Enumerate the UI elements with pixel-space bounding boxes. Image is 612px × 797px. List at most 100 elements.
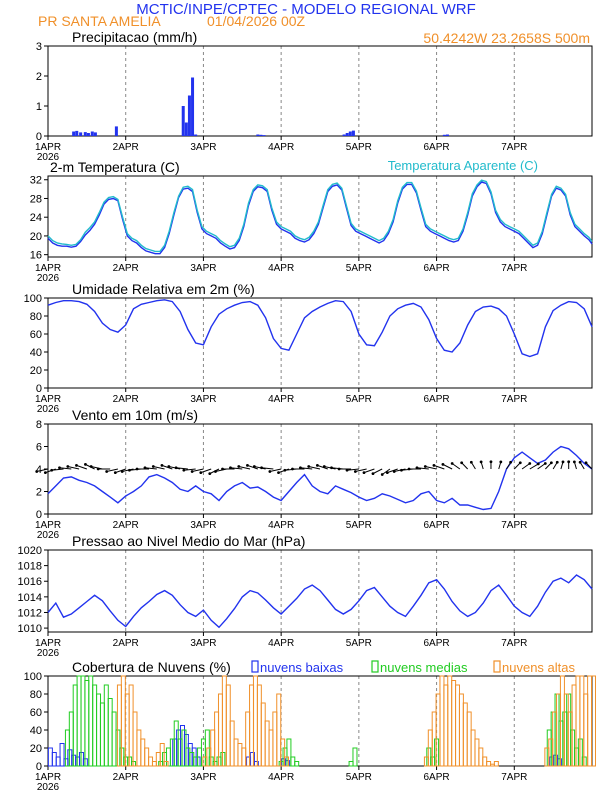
x-year-label: 2026 [37, 152, 60, 163]
legend-label: nuvens baixas [260, 660, 344, 675]
x-tick-label: 7APR [501, 142, 527, 153]
bar-precipitacao [191, 77, 195, 136]
wind-arrow [416, 467, 429, 470]
panel-clouds: 0 20 40 60 80 100 1APR 2APR 3APR 4APR 5APR 6APR 7APR… [24, 659, 596, 793]
y-tick-label: 60 [30, 707, 42, 719]
y-tick-label: 0 [36, 761, 42, 773]
x-tick-label: 2APR [113, 263, 139, 274]
x-tick-label: 6APR [424, 394, 450, 405]
panel-frame [47, 549, 593, 633]
y-tick-label: 32 [30, 175, 42, 187]
y-tick-label: 1016 [18, 576, 42, 588]
bar-nuvens-altas [163, 761, 169, 767]
wind-arrow-head [362, 471, 366, 474]
wind-arrow [247, 464, 258, 470]
wind-arrow-head [322, 465, 326, 468]
y-tick-label: 1012 [18, 607, 42, 619]
x-tick-label: 2APR [113, 394, 139, 405]
x-tick-label: 4APR [268, 520, 294, 531]
wind-arrow-head [489, 460, 493, 464]
wind-arrow-head [268, 470, 272, 473]
bar-nuvens-medias [294, 761, 300, 767]
y-tick-label: 0 [36, 509, 42, 521]
wind-arrow-head [450, 462, 454, 465]
header-datetime: 01/04/2026 00Z [207, 13, 306, 29]
wind-arrow [363, 468, 375, 474]
panel-precip: 0 1 2 3 1APR 2APR 3APR 4APR 5APR 6APR 7APR 2026 Prec… [35, 29, 593, 163]
bar-precipitacao [256, 134, 260, 136]
x-tick-label: 1APR [35, 142, 61, 153]
x-tick-label: 1APR [35, 772, 61, 783]
bar-precipitacao [90, 131, 94, 136]
wind-arrow-head [128, 468, 131, 472]
y-tick-label: 20 [30, 231, 42, 243]
bar-precipitacao [442, 134, 446, 136]
bar-nuvens-altas [591, 675, 596, 767]
x-tick-label: 1APR [35, 520, 61, 531]
legend-swatch [251, 660, 259, 673]
wind-arrow-head [260, 466, 263, 470]
bar-nuvens-altas [493, 761, 499, 767]
x-tick-label: 6APR [424, 263, 450, 274]
y-tick-label: 4 [36, 464, 42, 476]
wind-arrow-head [400, 468, 403, 472]
x-tick-label: 2APR [113, 772, 139, 783]
panel-wind: 0 2 4 6 8 1APR 2APR 3APR 4APR 5APR 6APR 7APR 2026 Ven… [35, 407, 593, 541]
bar-nuvens-altas [159, 743, 165, 767]
wind-arrow-head [299, 466, 302, 470]
panel-frame [47, 175, 593, 258]
wind-arrow-head [307, 465, 311, 468]
y-tick-label: 80 [30, 689, 42, 701]
x-tick-label: 3APR [190, 394, 216, 405]
x-year-label: 2026 [37, 530, 60, 541]
x-tick-label: 7APR [501, 772, 527, 783]
wind-arrow-head [479, 460, 483, 464]
y-tick-label: 3 [36, 41, 42, 53]
bar-precipitacao [259, 134, 263, 136]
x-tick-label: 2APR [113, 520, 139, 531]
x-year-label: 2026 [37, 782, 60, 792]
bar-precipitacao [348, 131, 352, 136]
x-tick-label: 6APR [424, 772, 450, 783]
wind-arrow-head [353, 470, 357, 473]
bar-precipitacao [79, 132, 83, 136]
bar-nuvens-altas [280, 738, 286, 767]
bar-precipitacao [351, 130, 355, 136]
wind-arrow [381, 468, 391, 475]
y-tick-label: 1020 [18, 545, 42, 557]
y-tick-label: 60 [30, 329, 42, 341]
wind-arrow [387, 468, 398, 474]
panel-title: Precipitacao (mm/h) [72, 29, 197, 45]
wind-arrow [521, 463, 531, 470]
panel-rh: 0 20 40 60 80 100 1APR 2APR 3APR 4APR 5APR 6APR 7APR… [24, 281, 593, 415]
wind-arrow-head [135, 467, 139, 471]
panel-title: 2-m Temperatura (C) [50, 159, 180, 175]
y-tick-label: 100 [24, 671, 42, 683]
y-tick-label: 28 [30, 193, 42, 205]
y-tick-label: 1018 [18, 561, 42, 573]
x-tick-label: 2APR [113, 638, 139, 649]
y-tick-label: 100 [24, 293, 42, 305]
x-year-label: 2026 [37, 648, 60, 659]
x-tick-label: 4APR [268, 638, 294, 649]
wind-arrow-head [66, 465, 70, 468]
wind-arrow [200, 468, 212, 474]
panel-title: Umidade Relativa em 2m (%) [72, 281, 255, 297]
wind-arrow-head [174, 466, 178, 470]
header-title: MCTIC/INPE/CPTEC - MODELO REGIONAL WRF [136, 1, 475, 18]
wind-arrow-head [214, 470, 217, 473]
wind-arrow-head [415, 466, 419, 470]
wind-arrow-head [567, 460, 571, 464]
wind-arrow-head [252, 465, 256, 468]
wind-arrow-head [380, 473, 384, 476]
y-tick-label: 80 [30, 311, 42, 323]
panel-title: Cobertura de Nuvens (%) [72, 659, 231, 675]
wind-arrow [537, 463, 546, 470]
wind-arrow [529, 463, 539, 470]
y-tick-label: 20 [30, 743, 42, 755]
wind-arrow [261, 467, 274, 470]
wind-arrow-head [543, 462, 547, 465]
wind-arrow [317, 464, 328, 470]
x-tick-label: 7APR [501, 520, 527, 531]
wind-arrow-head [190, 470, 194, 473]
